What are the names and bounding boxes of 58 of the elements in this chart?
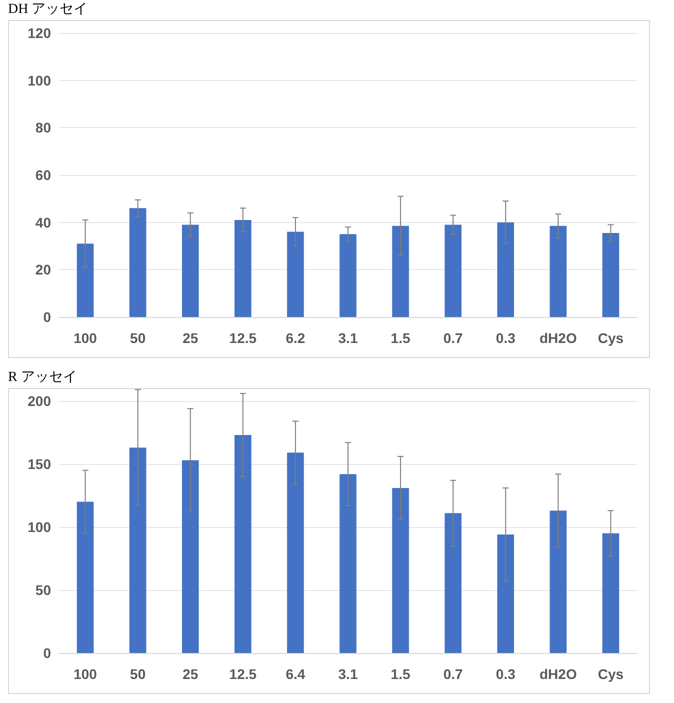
y-tick-label: 40	[35, 214, 52, 230]
x-tick-label: 0.7	[443, 330, 464, 346]
bar	[340, 474, 356, 653]
y-tick-label: 80	[35, 120, 52, 136]
y-tick-label: 100	[28, 72, 52, 88]
y-tick-label: 50	[35, 582, 52, 598]
x-tick-label: Cys	[598, 666, 624, 682]
bar	[392, 488, 409, 653]
x-tick-label: 6.2	[286, 330, 306, 346]
y-tick-label: 200	[28, 393, 52, 409]
bar	[129, 208, 146, 317]
bar	[444, 513, 462, 653]
x-tick-label: 0.7	[443, 666, 464, 682]
bar	[340, 234, 356, 317]
y-tick-label: 120	[28, 25, 52, 41]
chart-title: R アッセイ	[8, 369, 78, 387]
x-tick-label: 50	[130, 330, 146, 346]
x-tick-label: 12.5	[229, 330, 257, 346]
x-tick-label: 100	[74, 666, 98, 682]
x-tick-label: 100	[74, 330, 98, 346]
x-tick-label: 1.5	[390, 666, 410, 682]
y-tick-label: 20	[35, 262, 52, 278]
chart-title: DH アッセイ	[8, 1, 89, 19]
x-tick-label: 25	[182, 666, 198, 682]
y-tick-label: 60	[35, 167, 52, 183]
y-tick-label: 0	[43, 309, 52, 325]
bar	[287, 232, 304, 317]
x-tick-label: 3.1	[338, 666, 358, 682]
x-tick-label: 3.1	[338, 330, 358, 346]
y-tick-label: 100	[28, 519, 52, 535]
bar	[287, 452, 304, 653]
bar	[129, 448, 146, 653]
x-tick-label: 0.3	[496, 330, 516, 346]
x-tick-label: 25	[182, 330, 198, 346]
bar	[234, 220, 252, 317]
x-tick-label: 50	[130, 666, 146, 682]
x-tick-label: dH2O	[540, 666, 577, 682]
y-tick-label: 0	[43, 645, 52, 661]
bar	[182, 460, 199, 653]
bar	[182, 224, 199, 317]
x-tick-label: dH2O	[540, 330, 577, 346]
bar	[550, 226, 567, 317]
x-tick-label: 0.3	[496, 666, 516, 682]
bar	[392, 226, 409, 317]
x-tick-label: Cys	[598, 330, 624, 346]
bar	[602, 533, 620, 653]
y-tick-label: 150	[28, 456, 52, 472]
bar	[602, 232, 620, 317]
bar	[444, 224, 462, 317]
x-tick-label: 12.5	[229, 666, 257, 682]
x-tick-label: 6.4	[286, 666, 306, 682]
x-tick-label: 1.5	[390, 330, 410, 346]
bar	[76, 244, 94, 317]
bar	[76, 502, 94, 653]
bar	[550, 510, 567, 653]
bar	[497, 534, 514, 653]
bar	[234, 435, 252, 653]
bar	[497, 222, 514, 317]
